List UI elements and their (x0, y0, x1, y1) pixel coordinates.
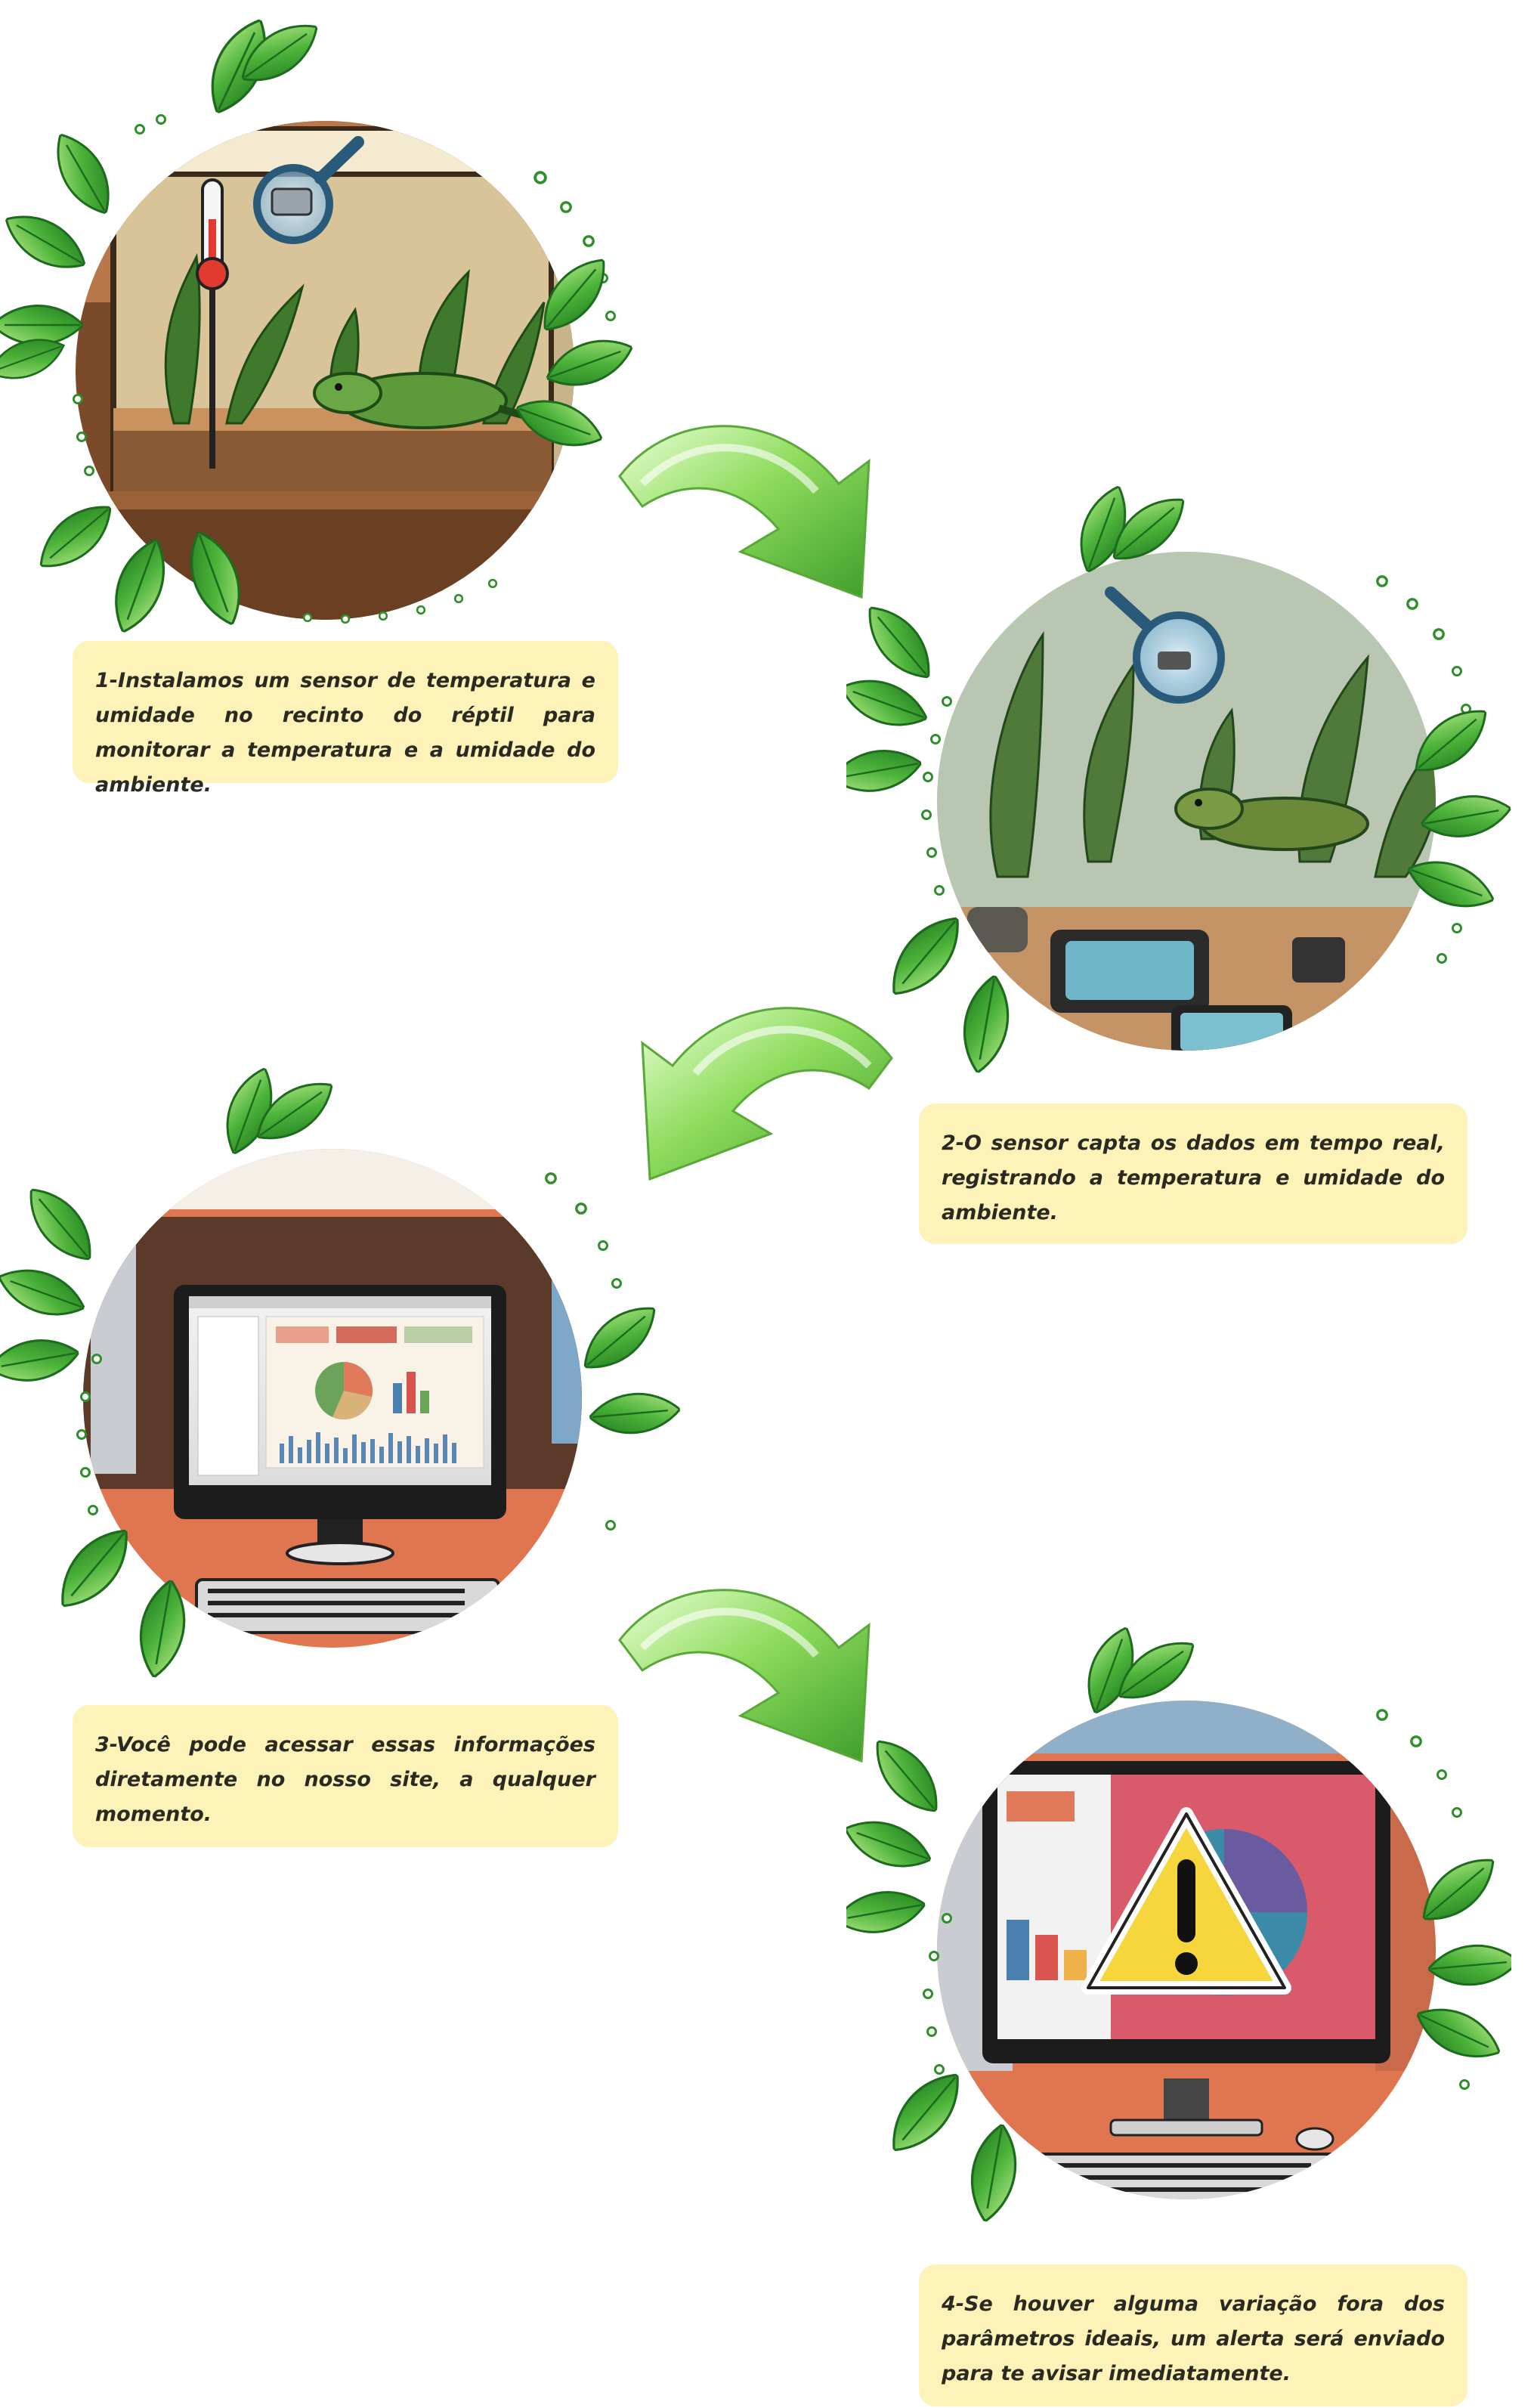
step-2-caption: 2-O sensor capta os dados em tempo real,… (919, 1103, 1467, 1244)
step-1-illustration (0, 9, 635, 635)
pie-chart-icon (315, 1362, 373, 1420)
thermometer-icon (196, 178, 229, 469)
magnifier-icon (1105, 587, 1225, 704)
magnifier-icon (253, 136, 364, 244)
step-1-caption: 1-Instalamos um sensor de temperatura e … (73, 641, 618, 797)
step-2-illustration (846, 484, 1511, 1078)
warning-icon (1081, 1807, 1291, 1995)
step-4-illustration (846, 1625, 1511, 2227)
step-3-illustration (0, 1066, 680, 1682)
sensor-device-icon (1050, 930, 1209, 1013)
phone-icon (1171, 1005, 1292, 1051)
lizard-icon (1174, 788, 1369, 851)
curved-arrow-icon (618, 425, 871, 599)
curved-arrow-icon (618, 1589, 871, 1763)
keyboard-icon (195, 1578, 500, 1634)
monitor-icon (174, 1285, 506, 1565)
lizard-icon (313, 372, 574, 429)
step-3-caption: 3-Você pode acessar essas informações di… (73, 1705, 618, 1847)
curved-arrow-icon (641, 1007, 893, 1181)
step-4-caption: 4-Se houver alguma variação fora dos par… (919, 2264, 1467, 2406)
